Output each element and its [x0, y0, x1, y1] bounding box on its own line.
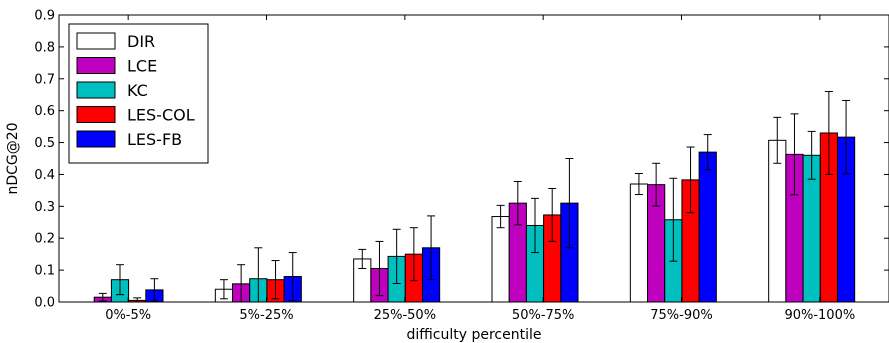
legend-label-kc: KC: [127, 81, 148, 100]
y-axis-ticks: 0.0 0.1 0.2 0.3 0.4 0.5 0.6 0.7 0.8 0.9: [34, 9, 889, 311]
bar-dir-4: [629, 183, 649, 303]
x-tick-label: 50%-75%: [512, 308, 574, 323]
y-tick-label: 0.9: [34, 9, 55, 24]
y-tick-label: 0.6: [34, 104, 55, 119]
legend-label-les-fb: LES-FB: [127, 130, 182, 149]
bar-dir-3: [491, 216, 510, 303]
y-tick-label: 0.0: [34, 296, 55, 311]
x-tick-label: 75%-90%: [650, 308, 712, 323]
y-tick-label: 0.7: [34, 72, 55, 87]
legend-swatch-les-col: [76, 106, 116, 123]
legend-label-dir: DIR: [127, 32, 155, 51]
x-axis-ticks: 0%-5% 5%-25% 25%-50% 50%-75% 75%-90% 90%-100%: [105, 15, 855, 323]
legend-swatch-dir: [76, 32, 116, 50]
y-tick-label: 0.3: [34, 200, 55, 215]
bar-les-fb-4: [698, 151, 717, 303]
legend-swatch-kc: [76, 81, 116, 99]
legend-swatch-lce: [76, 57, 116, 74]
x-axis-label: difficulty percentile: [406, 327, 541, 343]
legend-label-les-col: LES-COL: [127, 106, 195, 125]
legend-swatch-les-fb: [76, 130, 116, 148]
x-tick-label: 5%-25%: [239, 308, 293, 323]
bar-dir-5: [768, 139, 787, 303]
x-tick-label: 0%-5%: [105, 308, 151, 323]
y-axis-label: nDCG@20: [5, 122, 21, 194]
y-tick-label: 0.1: [34, 264, 55, 279]
y-tick-label: 0.8: [34, 40, 55, 55]
legend-label-lce: LCE: [127, 57, 157, 76]
plot-frame: [58, 14, 889, 303]
x-tick-label: 90%-100%: [784, 308, 855, 323]
y-tick-label: 0.2: [34, 232, 55, 247]
y-tick-label: 0.5: [34, 136, 55, 151]
legend: DIR LCE KC LES-COL LES-FB: [68, 23, 209, 164]
error-bars: [98, 91, 851, 303]
y-tick-label: 0.4: [34, 168, 55, 183]
x-tick-label: 25%-50%: [374, 308, 436, 323]
